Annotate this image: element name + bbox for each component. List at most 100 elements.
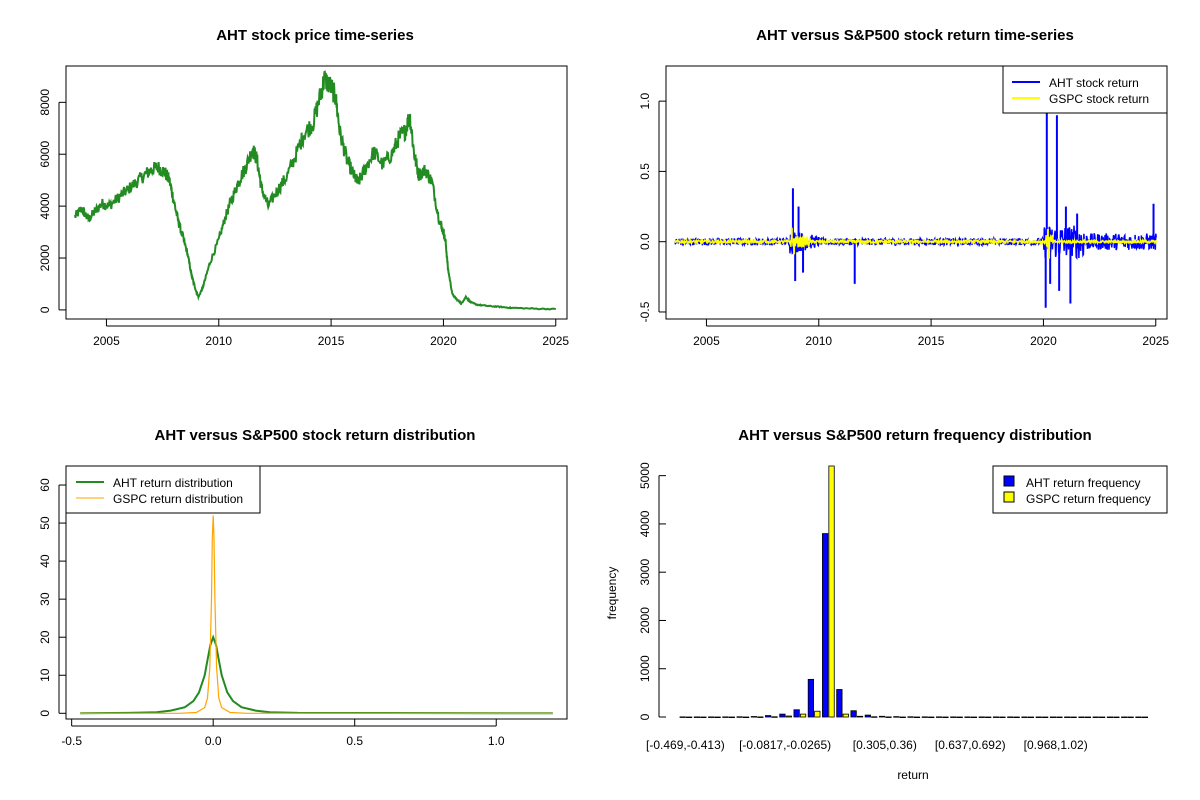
series-line-aht-density	[80, 634, 553, 715]
legend: AHT return frequency GSPC return frequen…	[992, 465, 1168, 514]
y-tick-label: 1000	[638, 655, 652, 682]
bar-aht-frequency	[1121, 716, 1128, 718]
data-marks	[679, 465, 1148, 719]
bar-gspc-frequency	[1127, 716, 1134, 719]
x-tick-label: 2005	[93, 334, 120, 348]
y-tick-label: 0	[38, 710, 52, 717]
series-line-aht-price	[74, 70, 557, 311]
data-marks	[80, 515, 553, 715]
axis-ticks: -0.5 0.0 0.5 1.0 0 10 20 30 40 50 60	[38, 478, 505, 748]
y-tick-label: 0.0	[638, 233, 652, 250]
bar-gspc-frequency	[771, 716, 778, 718]
x-tick-label: 2025	[1142, 334, 1169, 348]
bar-aht-frequency	[693, 716, 701, 718]
bar-aht-frequency	[1106, 716, 1114, 718]
series-line-gspc-density	[80, 515, 553, 714]
bar-gspc-frequency	[828, 465, 835, 718]
x-tick-label: 0.5	[346, 734, 363, 748]
legend: AHT stock return GSPC stock return	[1002, 65, 1168, 114]
x-tick-label: 2020	[1030, 334, 1057, 348]
bar-gspc-frequency	[714, 716, 721, 719]
bar-aht-frequency	[907, 716, 914, 718]
legend-box	[992, 465, 1168, 514]
plot-frame	[665, 65, 1168, 320]
bar-gspc-frequency	[985, 716, 992, 719]
x-tick-label: 2010	[205, 334, 232, 348]
bar-gspc-frequency	[842, 713, 849, 718]
axis-ticks: 0 1000 2000 3000 4000 5000 [-0.469,-0.413) [-0.…	[638, 462, 1088, 752]
x-tick-label: [0.637,0.692)	[935, 738, 1006, 752]
y-tick-label: 10	[38, 668, 52, 682]
bar-gspc-frequency	[757, 716, 764, 718]
bar-gspc-frequency	[686, 716, 693, 719]
y-tick-label: 6000	[38, 141, 52, 168]
bar-aht-frequency	[893, 716, 900, 718]
plot-frame	[65, 65, 568, 320]
bar-aht-frequency	[836, 689, 843, 718]
y-tick-label: 4000	[638, 510, 652, 537]
panel-return-distribution: AHT versus S&P500 stock return distribut…	[38, 427, 568, 748]
panel-aht-price: AHT stock price time-series 2005 2010 2015…	[38, 27, 569, 348]
y-tick-label: 20	[38, 630, 52, 644]
bar-aht-frequency	[750, 716, 758, 718]
bar-gspc-frequency	[814, 710, 821, 718]
legend-label: GSPC return distribution	[113, 492, 243, 506]
bar-gspc-frequency	[742, 716, 750, 719]
x-tick-label: 1.0	[488, 734, 505, 748]
bar-gspc-frequency	[956, 716, 963, 719]
legend-label: AHT return frequency	[1026, 476, 1141, 490]
bar-aht-frequency	[964, 716, 971, 718]
bar-gspc-frequency	[999, 716, 1006, 719]
bar-aht-frequency	[935, 716, 943, 718]
bar-gspc-frequency	[899, 716, 906, 719]
bar-aht-frequency	[1007, 716, 1014, 718]
bar-aht-frequency	[1135, 716, 1142, 718]
bar-aht-frequency	[708, 716, 715, 718]
x-tick-label: -0.5	[61, 734, 82, 748]
x-axis-label: return	[897, 768, 928, 782]
bar-aht-frequency	[736, 716, 743, 718]
chart-title: AHT stock price time-series	[216, 27, 414, 44]
bar-gspc-frequency	[799, 713, 807, 718]
x-tick-label: 2015	[918, 334, 945, 348]
y-tick-label: 2000	[638, 607, 652, 634]
y-tick-label: 0	[38, 306, 52, 313]
legend-box	[1002, 65, 1168, 114]
bar-aht-frequency	[793, 709, 800, 718]
bar-aht-frequency	[722, 716, 729, 718]
axis-ticks: 2005 2010 2015 2020 2025 0 2000 4000 6000 8000	[38, 89, 569, 348]
bar-gspc-frequency	[885, 716, 892, 718]
legend-swatch-aht	[1003, 475, 1015, 487]
y-tick-label: 40	[38, 554, 52, 568]
legend-label: AHT return distribution	[113, 476, 233, 490]
y-tick-label: -0.5	[638, 301, 652, 322]
data-marks	[674, 108, 1157, 308]
legend: AHT return distribution GSPC return dist…	[65, 465, 261, 514]
legend-swatch-gspc	[1003, 491, 1015, 503]
bar-gspc-frequency	[700, 716, 707, 719]
x-tick-label: 2020	[430, 334, 457, 348]
y-tick-label: 60	[38, 478, 52, 492]
bar-aht-frequency	[807, 678, 814, 718]
x-tick-label: 2025	[542, 334, 569, 348]
chart-title: AHT versus S&P500 return frequency distr…	[738, 427, 1091, 444]
bar-gspc-frequency	[1070, 716, 1077, 719]
bar-aht-frequency	[850, 710, 857, 718]
axis-ticks: 2005 2010 2015 2020 2025 -0.5 0.0 0.5 1.0	[638, 92, 1169, 348]
bar-gspc-frequency	[1084, 716, 1092, 719]
bar-gspc-frequency	[785, 715, 792, 718]
legend-label: AHT stock return	[1049, 76, 1139, 90]
bar-gspc-frequency	[1027, 716, 1035, 719]
y-axis-label: frequency	[605, 567, 619, 620]
bar-gspc-frequency	[928, 716, 935, 719]
legend-label: GSPC return frequency	[1026, 492, 1151, 506]
y-tick-label: 0	[638, 713, 652, 720]
x-tick-label: [0.968,1.02)	[1024, 738, 1088, 752]
chart-title: AHT versus S&P500 stock return distribut…	[155, 427, 476, 444]
bar-aht-frequency	[1021, 716, 1028, 718]
bar-aht-frequency	[978, 716, 985, 718]
x-tick-label: 2015	[318, 334, 345, 348]
bar-aht-frequency	[822, 533, 829, 718]
bar-gspc-frequency	[1042, 716, 1049, 719]
